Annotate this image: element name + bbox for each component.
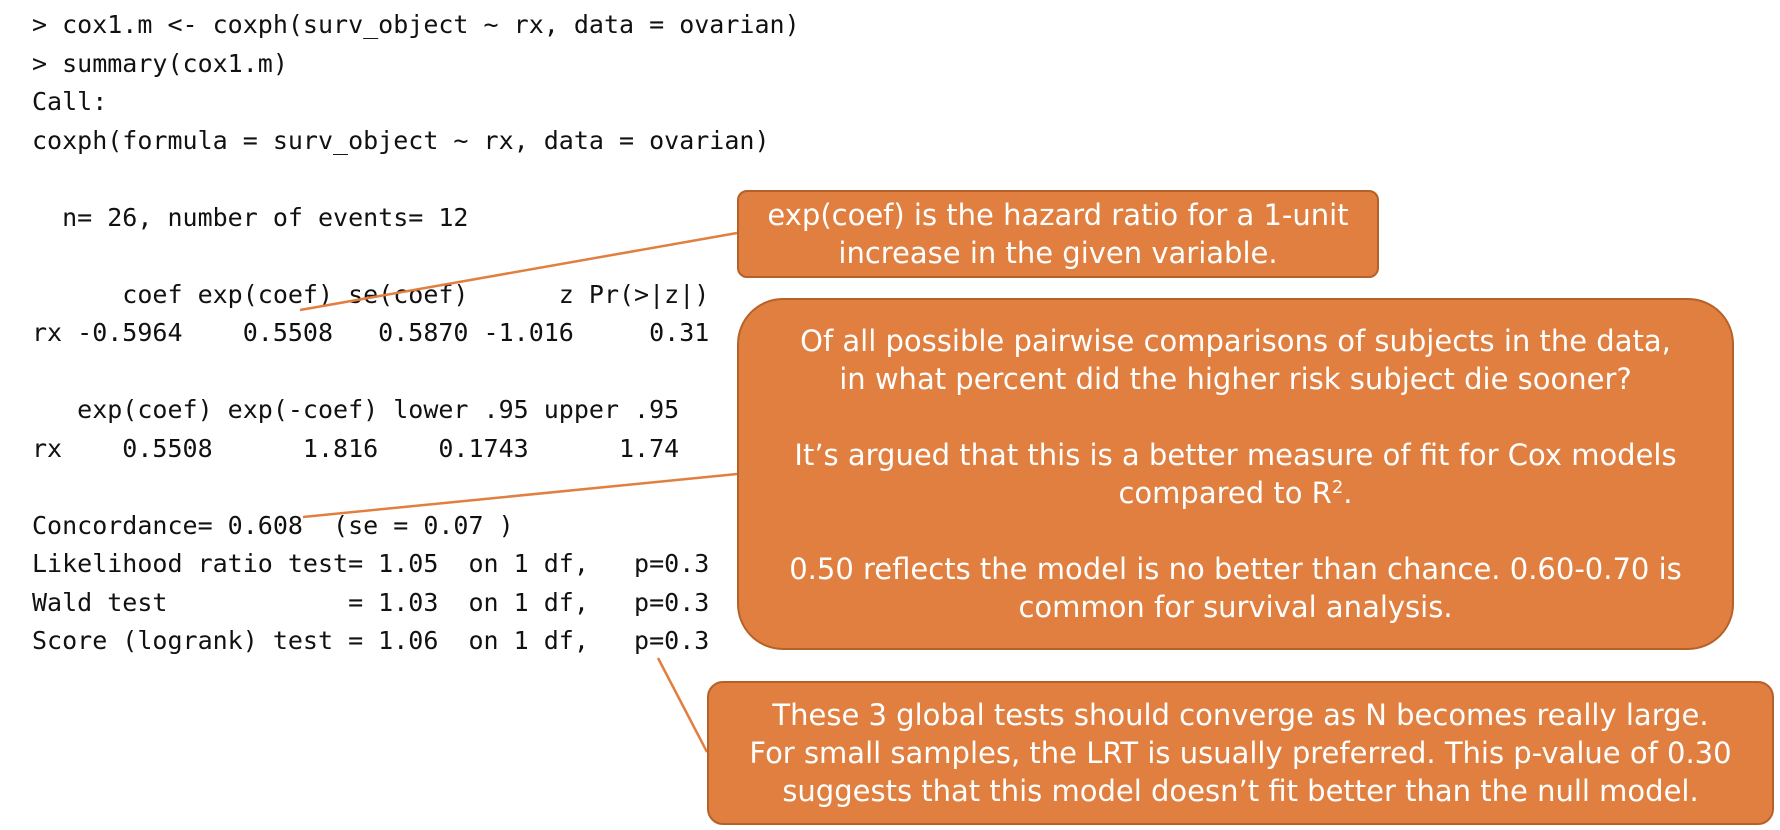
callout-text-part: . [1343,476,1353,510]
superscript-two: 2 [1331,477,1344,498]
callout-text: exp(coef) is the hazard ratio for a 1-un… [767,198,1349,232]
global-tests-connector [656,657,709,753]
concordance-callout: Of all possible pairwise comparisons of … [737,298,1734,650]
callout-text: For small samples, the LRT is usually pr… [749,736,1732,770]
code-line: rx -0.5964 0.5508 0.5870 -1.016 0.31 [32,318,710,347]
code-line [32,237,800,276]
hazard-ratio-callout: exp(coef) is the hazard ratio for a 1-un… [737,190,1379,278]
code-line: Score (logrank) test = 1.06 on 1 df, p=0… [32,626,710,655]
code-line: Wald test = 1.03 on 1 df, p=0.3 [32,587,710,617]
code-line [32,353,800,392]
code-line [32,468,800,507]
code-line: rx 0.5508 1.816 0.1743 1.74 [32,433,680,463]
callout-text-part: compared to R [1118,476,1332,510]
callout-text: Of all possible pairwise comparisons of … [800,324,1671,358]
callout-text: common for survival analysis. [1018,590,1453,624]
code-line: Concordance= 0.608 (se = 0.07 ) [32,510,514,540]
callout-text: It’s argued that this is a better measur… [794,438,1677,472]
code-line: coef exp(coef) se(coef) z Pr(>|z|) [32,279,710,309]
callout-text: increase in the given variable. [838,236,1278,270]
code-line: n= 26, number of events= 12 [32,202,469,232]
callout-text: suggests that this model doesn’t fit bet… [782,774,1699,808]
code-line: Likelihood ratio test= 1.05 on 1 df, p=0… [32,549,710,578]
callout-text: compared to R2. [1108,474,1362,512]
callout-text: These 3 global tests should converge as … [772,698,1709,732]
r-console-output: > cox1.m <- coxph(surv_object ~ rx, data… [32,6,800,661]
code-line: Call: [32,87,108,116]
callout-text: in what percent did the higher risk subj… [839,362,1632,396]
code-line: > cox1.m <- coxph(surv_object ~ rx, data… [32,10,800,39]
callout-text: 0.50 reflects the model is no better tha… [789,552,1682,586]
code-line: > summary(cox1.m) [32,48,288,78]
code-line: exp(coef) exp(-coef) lower .95 upper .95 [32,395,680,424]
code-line: coxph(formula = surv_object ~ rx, data =… [32,125,770,155]
global-tests-callout: These 3 global tests should converge as … [707,681,1774,825]
code-line [32,160,800,199]
